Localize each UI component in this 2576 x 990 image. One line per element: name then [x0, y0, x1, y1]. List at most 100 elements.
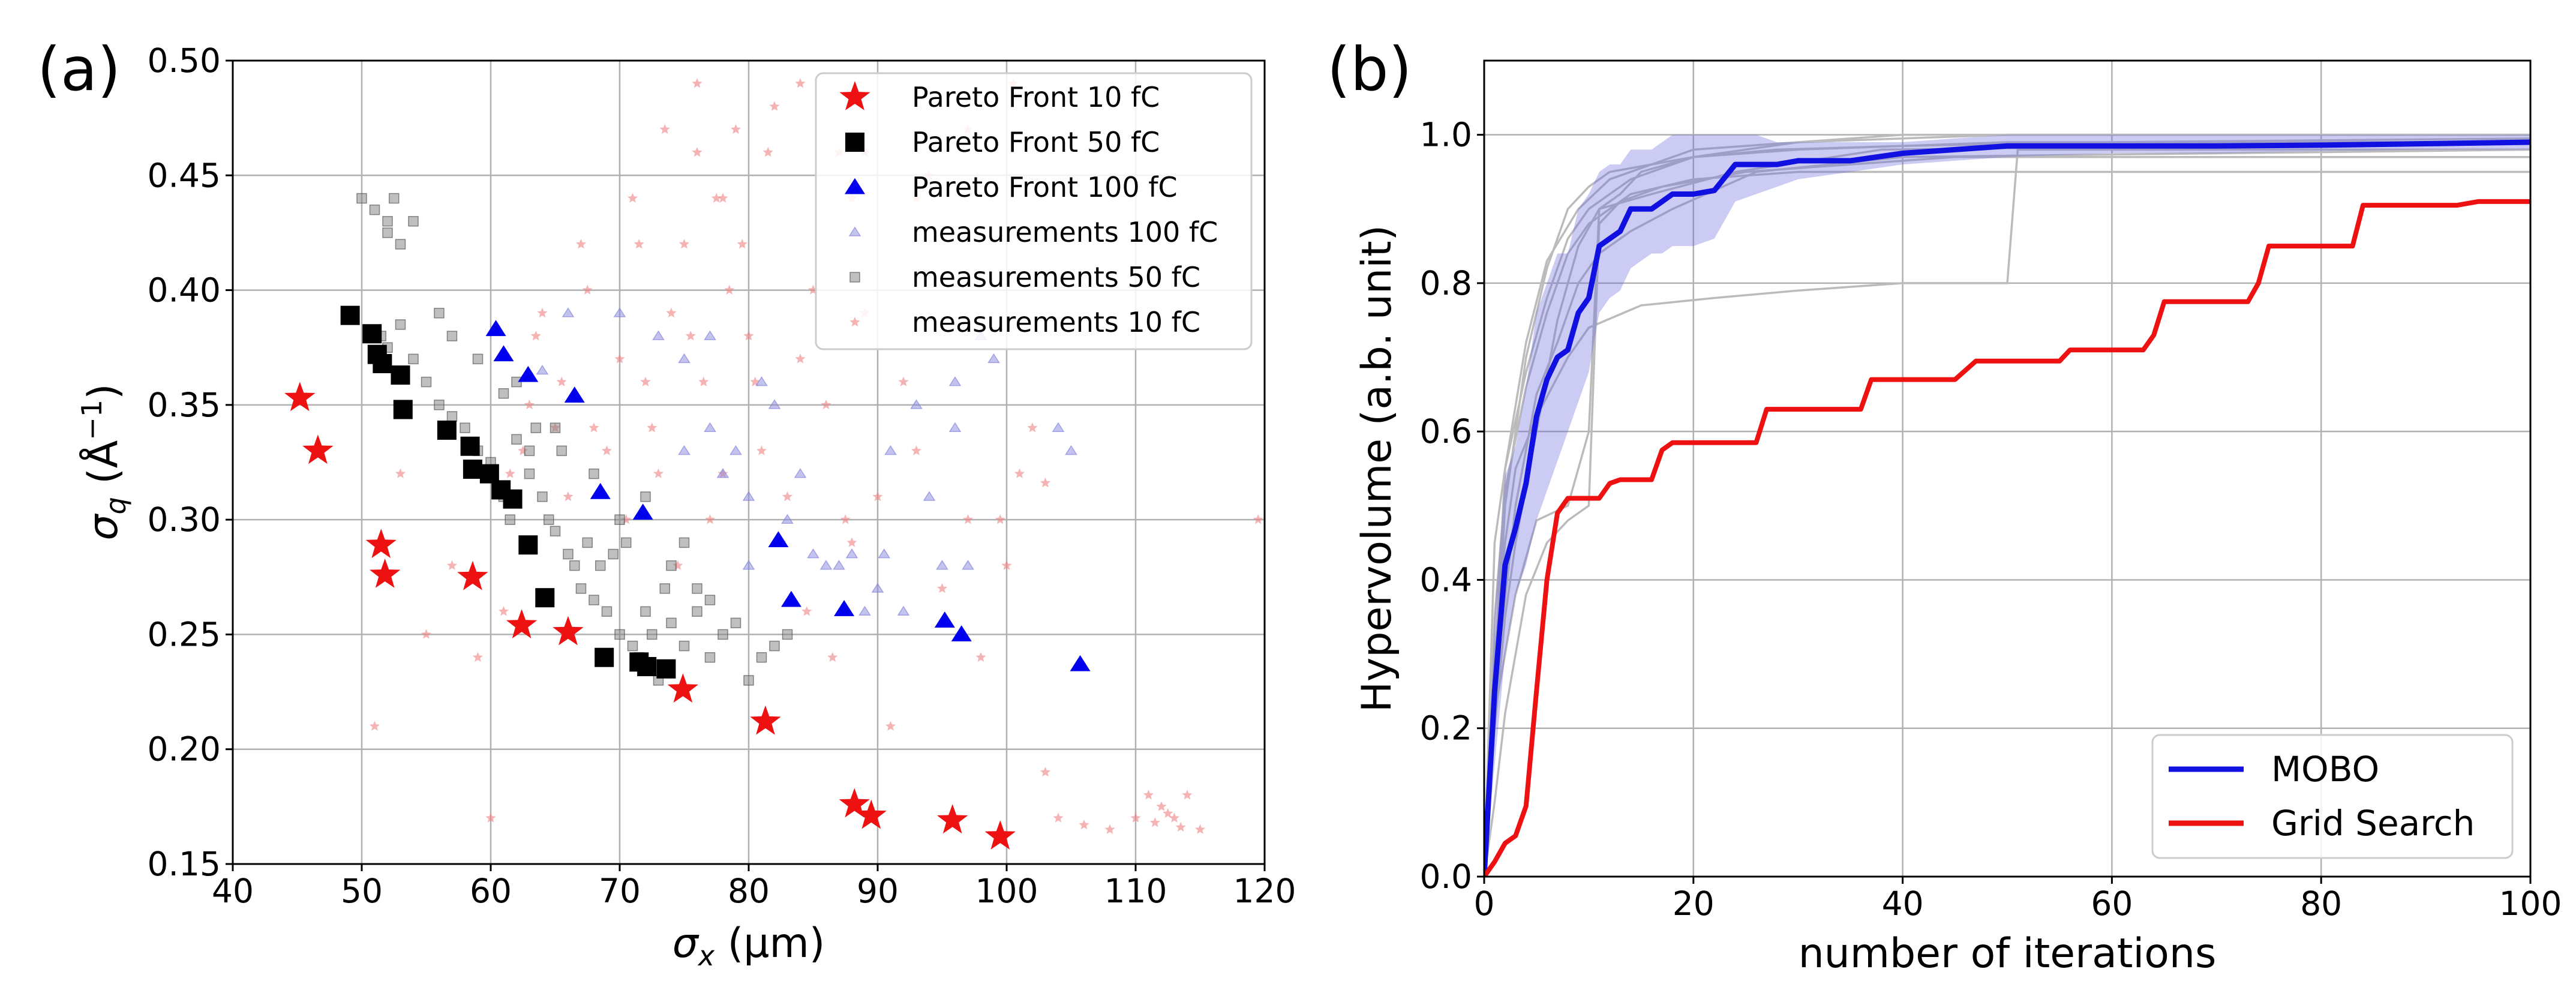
data-point	[1040, 477, 1051, 488]
data-point	[717, 193, 728, 203]
data-point	[505, 514, 515, 525]
data-point	[395, 239, 406, 250]
panel-b-x-tick-label: 100	[2499, 884, 2562, 923]
data-point	[762, 147, 773, 157]
legend-a-pareto-10: Pareto Front 10 fC	[912, 81, 1160, 113]
panel-a-x-tick-label: 50	[341, 872, 383, 910]
data-point	[730, 124, 741, 134]
panel-b-y-axis-label: Hypervolume (a.b. unit)	[1353, 225, 1401, 712]
legend-a-meas-10: measurements 10 fC	[912, 306, 1200, 338]
panel-b-axes-frame	[1483, 59, 2532, 878]
data-point	[589, 422, 599, 433]
data-point	[553, 616, 584, 646]
data-point	[395, 319, 406, 330]
data-point	[518, 365, 539, 382]
data-point	[936, 560, 948, 570]
data-point	[1040, 767, 1051, 777]
data-point	[795, 78, 806, 88]
data-point	[556, 376, 567, 386]
panel-a-x-tick-label: 120	[1233, 872, 1296, 910]
data-point	[537, 491, 548, 502]
data-point	[704, 330, 716, 340]
data-point	[678, 640, 690, 652]
legend-marker	[849, 317, 860, 327]
data-point	[632, 503, 653, 520]
data-point	[743, 331, 754, 341]
data-point	[885, 721, 896, 731]
panel-a-y-label-unit-close: )	[80, 383, 127, 400]
data-point	[1001, 560, 1012, 570]
panel-a-legend-markers	[839, 81, 870, 327]
data-point	[898, 376, 909, 386]
legend-a-meas-50: measurements 50 fC	[912, 261, 1200, 293]
data-point	[756, 652, 767, 663]
data-point	[621, 537, 632, 548]
data-point	[659, 583, 670, 594]
data-point	[569, 560, 580, 571]
data-point	[698, 376, 709, 386]
data-point	[437, 420, 457, 440]
legend-a-pareto-100: Pareto Front 100 fC	[912, 171, 1178, 203]
panel-a-y-tick-labels: 0.15 0.20 0.25 0.30 0.35 0.40 0.45 0.50	[148, 41, 221, 883]
data-point	[393, 400, 413, 419]
panel-b-label: (b)	[1327, 34, 1412, 104]
data-point	[782, 491, 793, 502]
panel-a-x-label-symbol: σ	[672, 920, 699, 967]
panel-a-y-tick-label: 0.35	[148, 386, 221, 424]
data-point	[382, 227, 393, 238]
run-line	[1484, 133, 2530, 877]
data-point	[1175, 821, 1186, 832]
data-point	[692, 583, 702, 594]
panel-b-y-tick-label: 0.8	[1420, 264, 1472, 302]
data-point	[871, 583, 884, 593]
data-point	[807, 284, 819, 295]
data-point	[962, 560, 974, 570]
legend-b-grid-search: Grid Search	[2271, 803, 2475, 844]
data-point	[737, 239, 747, 249]
panel-b-x-tick-label: 60	[2091, 884, 2133, 923]
panel-a-x-tick-label: 100	[975, 872, 1038, 910]
data-point	[711, 193, 722, 203]
data-point	[446, 560, 458, 570]
data-point	[362, 324, 382, 344]
data-point	[589, 468, 599, 479]
data-point	[807, 548, 819, 559]
data-point	[284, 382, 316, 412]
data-point	[485, 320, 506, 337]
panel-b-legend: MOBO Grid Search	[2151, 734, 2514, 859]
data-point	[780, 590, 801, 607]
data-point	[678, 353, 690, 364]
data-point	[768, 531, 789, 548]
data-point	[446, 411, 458, 422]
data-point	[493, 345, 514, 362]
panel-a-y-tick-label: 0.20	[148, 730, 221, 769]
data-point	[373, 353, 392, 373]
data-point	[995, 514, 1005, 524]
data-point	[769, 101, 780, 111]
data-point	[653, 468, 664, 478]
series-pareto-front-100-fc	[485, 320, 1091, 671]
data-point	[845, 548, 858, 559]
data-point	[1156, 801, 1167, 811]
data-point	[457, 560, 488, 590]
data-point	[937, 804, 968, 834]
data-point	[910, 399, 923, 409]
data-point	[421, 376, 432, 388]
data-point	[550, 526, 561, 537]
panel-b-x-tick-label: 0	[1474, 884, 1495, 923]
data-point	[692, 606, 702, 617]
panel-a-x-tick-label: 70	[599, 872, 641, 910]
series-pareto-front-50-fc	[340, 305, 676, 679]
data-point	[524, 468, 535, 479]
series-pareto-front-10-fc	[284, 382, 1016, 850]
panel-b-y-tick-label: 0.6	[1420, 412, 1472, 451]
data-point	[647, 629, 657, 640]
data-point	[356, 193, 367, 204]
data-point	[518, 535, 538, 555]
legend-a-pareto-50: Pareto Front 50 fC	[912, 126, 1160, 158]
data-point	[666, 617, 677, 629]
panel-b-x-tick-labels: 0 20 40 60 80 100	[1474, 884, 2562, 923]
data-point	[1014, 468, 1025, 478]
data-point	[951, 625, 972, 641]
panel-a-x-tick-label: 60	[470, 872, 512, 910]
